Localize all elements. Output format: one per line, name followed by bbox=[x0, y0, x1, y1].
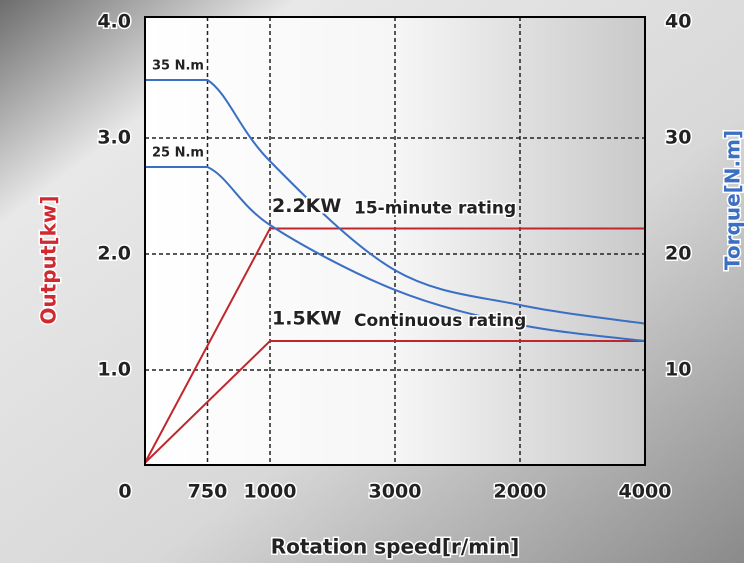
x-tick-label: 1000 bbox=[244, 481, 297, 503]
y2-tick-label: 10 bbox=[665, 359, 691, 381]
y-tick-label: 4.0 bbox=[97, 11, 131, 33]
y2-axis-title: Torque[N.m] bbox=[721, 130, 744, 270]
y2-tick-label: 40 bbox=[665, 11, 691, 33]
x-tick-label: 750 bbox=[188, 481, 228, 503]
y2-tick-label: 30 bbox=[665, 127, 691, 149]
chart: Rotation speed[r/min] Output[kw] Torque[… bbox=[0, 0, 744, 563]
y-axis-title: Output[kw] bbox=[37, 196, 61, 325]
value-label: 1.5KW bbox=[272, 308, 341, 330]
y-tick-label: 2.0 bbox=[97, 243, 131, 265]
x-axis-title: Rotation speed[r/min] bbox=[271, 535, 520, 559]
series-label: 25 N.m bbox=[152, 146, 204, 161]
x-tick-label: 4000 bbox=[619, 481, 672, 503]
x-tick-label: 0 bbox=[118, 481, 131, 503]
value-label: 2.2KW bbox=[272, 195, 341, 217]
x-tick-label: 3000 bbox=[369, 481, 422, 503]
series-label: Continuous rating bbox=[354, 311, 526, 331]
series-label: 15-minute rating bbox=[354, 198, 516, 218]
y2-tick-label: 20 bbox=[665, 243, 691, 265]
x-tick-label: 2000 bbox=[494, 481, 547, 503]
y-tick-label: 1.0 bbox=[97, 359, 131, 381]
series-label: 35 N.m bbox=[152, 59, 204, 74]
y-tick-label: 3.0 bbox=[97, 127, 131, 149]
